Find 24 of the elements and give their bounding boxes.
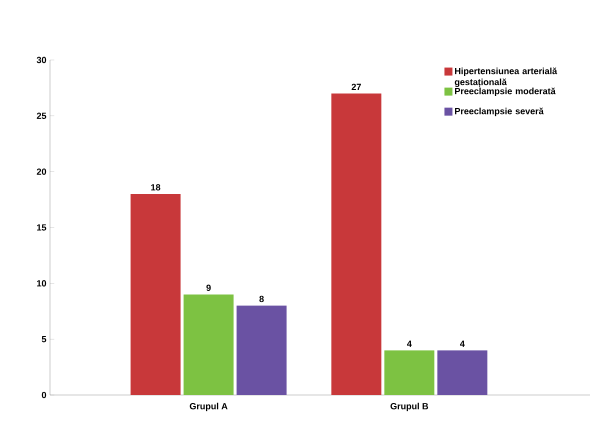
- y-tick-label: 20: [36, 168, 46, 175]
- y-tick-label: 30: [36, 56, 46, 64]
- x-tick-label: Grupul A: [190, 402, 228, 412]
- legend-label: Preeclampsie moderată: [455, 88, 556, 96]
- x-tick-label: Grupul B: [390, 402, 428, 412]
- bar: [437, 350, 488, 395]
- legend-label: Preeclampsie severă: [455, 108, 544, 116]
- y-tick-label: 25: [36, 112, 46, 120]
- y-tick-label: 0: [42, 392, 46, 398]
- legend-label: Hipertensiunea arterială gestațională: [454, 68, 558, 88]
- data-label: 9: [206, 284, 211, 291]
- bar: [331, 93, 382, 395]
- y-tick-label: 10: [37, 280, 46, 287]
- data-label: 27: [352, 84, 361, 90]
- bar: [184, 294, 234, 395]
- bar: [130, 194, 181, 395]
- y-tick-label: 5: [42, 336, 46, 342]
- data-label: 4: [460, 340, 465, 347]
- bar: [384, 350, 434, 395]
- data-label: 8: [259, 296, 264, 302]
- y-tick-label: 15: [37, 224, 46, 231]
- data-label: 4: [406, 340, 412, 347]
- data-label: 18: [151, 184, 160, 190]
- bar: [236, 306, 287, 395]
